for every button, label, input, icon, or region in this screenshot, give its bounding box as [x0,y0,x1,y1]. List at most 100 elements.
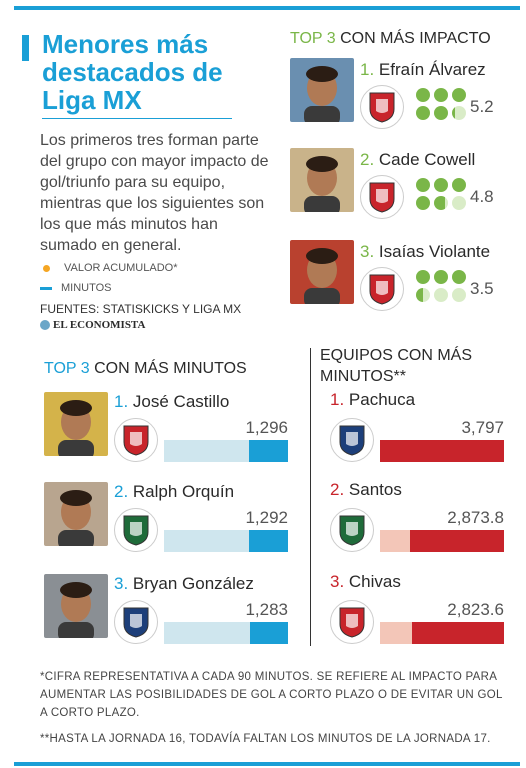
title-block: Menores más destacados de Liga MX [22,30,242,114]
minutes-header: TOP 3 CON MÁS MINUTOS [44,360,247,378]
impact-dot [416,270,430,284]
team-label: Santos [348,480,402,499]
section-divider [310,348,311,646]
team-value: 2,823.6 [447,600,504,619]
impact-header: TOP 3 CON MÁS IMPACTO [290,30,491,48]
title-rule [42,118,232,119]
team-value: 3,797 [461,418,504,437]
impact-player-name: 1. Efraín Álvarez [360,60,486,80]
impact-header-rest: CON MÁS IMPACTO [340,30,491,47]
team-label: Pachuca [348,390,416,409]
impact-dot [434,288,448,302]
top-accent-bar [14,6,520,10]
sources: FUENTES: STATISKICKS Y LIGA MX [40,302,242,316]
legend-dot-icon [43,264,50,272]
team-bar [412,622,504,644]
impact-dots [416,270,466,302]
brand-label: EL ECONOMISTA [53,319,146,331]
juarez-crest-icon [114,508,158,552]
team-rank: 3. [330,572,349,591]
minutes-header-highlight: TOP 3 [44,360,90,377]
impact-dot [416,88,430,102]
minutes-rank: 1. [114,392,133,411]
impact-dot [452,288,466,302]
player-photo [290,58,354,122]
impact-dot [452,270,466,284]
minutes-bar [249,530,288,552]
player-photo [44,392,108,456]
chivas-crest-icon [330,600,374,644]
minutes-value: 1,283 [245,600,288,619]
impact-score: 3.5 [470,279,494,298]
player-photo [44,482,108,546]
title-marker [22,35,29,61]
footnote-1: *CIFRA REPRESENTATIVA A CADA 90 MINUTOS.… [40,671,503,719]
santos-crest-icon [330,508,374,552]
team-name: 1. Pachuca [330,390,415,410]
impact-rank: 1. [360,60,379,79]
footnote-2: **HASTA LA JORNADA 16, TODAVÍA FALTAN LO… [40,733,491,745]
team-rank: 2. [330,480,349,499]
legend-minutos-label: MINUTOS [61,282,112,294]
impact-dot [434,270,448,284]
impact-header-highlight: TOP 3 [290,30,336,47]
impact-dot [452,106,466,120]
impact-dot [434,178,448,192]
teams-header: EQUIPOS CON MÁS MINUTOS** [320,347,473,385]
player-photo [290,148,354,212]
team-name: 3. Chivas [330,572,401,592]
impact-rank: 2. [360,150,379,169]
minutes-player-label: Bryan González [132,574,254,593]
minutes-rank: 3. [114,574,133,593]
legend-dash-icon [40,286,52,290]
toluca-crest-icon [360,267,404,311]
impact-player-label: Efraín Álvarez [378,60,486,79]
impact-dot [434,196,448,210]
minutes-player-name: 1. José Castillo [114,392,229,412]
impact-score: 4.8 [470,187,494,206]
minutes-value: 1,296 [245,418,288,437]
impact-dot [416,178,430,192]
impact-dot [434,88,448,102]
pachuca-crest-icon [330,418,374,462]
impact-dots [416,88,466,120]
pachuca-crest-icon [114,600,158,644]
footnotes: *CIFRA REPRESENTATIVA A CADA 90 MINUTOS.… [40,668,510,748]
impact-score: 5.2 [470,97,494,116]
minutes-player-name: 2. Ralph Orquín [114,482,234,502]
minutes-rank: 2. [114,482,133,501]
minutes-header-rest: CON MÁS MINUTOS [94,360,247,377]
team-label: Chivas [348,572,401,591]
team-bar [410,530,504,552]
impact-dot [452,196,466,210]
legend-valor: VALOR ACUMULADO* [40,258,178,278]
legend: VALOR ACUMULADO* MINUTOS [40,258,178,298]
impact-player-name: 2. Cade Cowell [360,150,475,170]
brand: EL ECONOMISTA [40,319,145,331]
impact-rank: 3. [360,242,379,261]
impact-dot [452,88,466,102]
chivas-crest-icon [360,175,404,219]
chivas-crest-icon [114,418,158,462]
team-name: 2. Santos [330,480,402,500]
minutes-player-name: 3. Bryan González [114,574,254,594]
xolos-crest-icon [360,85,404,129]
team-bar [380,440,504,462]
minutes-value: 1,292 [245,508,288,527]
impact-dots [416,178,466,210]
impact-player-label: Isaías Violante [378,242,491,261]
impact-player-name: 3. Isaías Violante [360,242,490,262]
impact-dot [416,196,430,210]
team-value: 2,873.8 [447,508,504,527]
intro-text: Los primeros tres forman parte del grupo… [40,132,269,254]
brand-logo-icon [40,320,50,330]
legend-minutos: MINUTOS [40,278,178,298]
impact-dot [434,106,448,120]
minutes-player-label: José Castillo [132,392,230,411]
impact-dot [452,178,466,192]
player-photo [290,240,354,304]
minutes-bar [250,622,288,644]
impact-dot [416,288,430,302]
player-photo [44,574,108,638]
impact-dot [416,106,430,120]
